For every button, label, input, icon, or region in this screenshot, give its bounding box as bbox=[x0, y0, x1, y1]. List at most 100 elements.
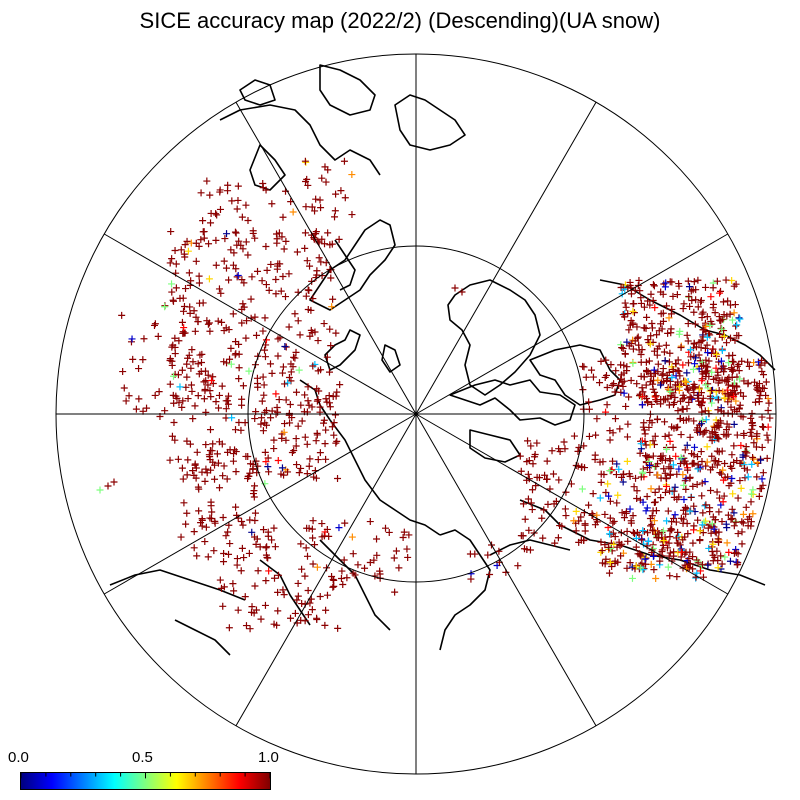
accuracy-marker bbox=[201, 385, 209, 393]
accuracy-marker bbox=[219, 513, 227, 521]
accuracy-marker bbox=[585, 405, 593, 413]
accuracy-marker bbox=[646, 340, 654, 348]
accuracy-marker bbox=[219, 602, 227, 610]
accuracy-marker bbox=[661, 469, 669, 477]
accuracy-marker bbox=[233, 241, 241, 249]
accuracy-marker bbox=[653, 351, 661, 359]
accuracy-marker bbox=[690, 352, 698, 360]
accuracy-marker bbox=[601, 541, 609, 549]
accuracy-marker bbox=[293, 461, 301, 469]
accuracy-marker bbox=[633, 334, 641, 342]
accuracy-marker bbox=[671, 483, 679, 491]
accuracy-marker bbox=[702, 517, 710, 525]
accuracy-marker bbox=[278, 233, 286, 241]
accuracy-marker bbox=[673, 573, 681, 581]
accuracy-marker bbox=[184, 456, 192, 464]
accuracy-marker bbox=[182, 520, 190, 528]
accuracy-marker bbox=[659, 527, 667, 535]
accuracy-marker bbox=[646, 301, 654, 309]
accuracy-marker bbox=[589, 490, 597, 498]
accuracy-marker bbox=[170, 419, 178, 427]
accuracy-marker bbox=[215, 438, 223, 446]
accuracy-marker bbox=[734, 560, 742, 568]
accuracy-marker bbox=[348, 533, 356, 541]
accuracy-marker bbox=[718, 447, 726, 455]
accuracy-marker bbox=[676, 372, 684, 380]
accuracy-marker bbox=[525, 526, 533, 534]
accuracy-marker bbox=[766, 414, 774, 422]
accuracy-marker bbox=[700, 361, 708, 369]
accuracy-marker bbox=[699, 394, 707, 402]
accuracy-marker bbox=[676, 383, 684, 391]
accuracy-marker bbox=[738, 518, 746, 526]
accuracy-marker bbox=[666, 387, 674, 395]
accuracy-marker bbox=[683, 405, 691, 413]
accuracy-marker bbox=[671, 511, 679, 519]
accuracy-marker bbox=[654, 360, 662, 368]
accuracy-marker bbox=[682, 416, 690, 424]
accuracy-marker bbox=[758, 423, 766, 431]
accuracy-marker bbox=[719, 388, 727, 396]
accuracy-marker bbox=[689, 565, 697, 573]
accuracy-marker bbox=[698, 492, 706, 500]
accuracy-marker bbox=[730, 420, 738, 428]
accuracy-marker bbox=[323, 525, 331, 533]
accuracy-marker bbox=[289, 208, 297, 216]
accuracy-marker bbox=[627, 340, 635, 348]
accuracy-marker bbox=[665, 552, 673, 560]
accuracy-marker bbox=[151, 320, 159, 328]
accuracy-marker bbox=[715, 494, 723, 502]
accuracy-marker bbox=[648, 520, 656, 528]
accuracy-marker bbox=[591, 521, 599, 529]
accuracy-marker bbox=[173, 394, 181, 402]
accuracy-marker bbox=[168, 343, 176, 351]
accuracy-marker bbox=[702, 416, 710, 424]
accuracy-marker bbox=[245, 549, 253, 557]
meridian-lines bbox=[56, 54, 776, 774]
accuracy-marker bbox=[320, 320, 328, 328]
accuracy-marker bbox=[715, 448, 723, 456]
meridian-line bbox=[235, 101, 417, 415]
accuracy-marker bbox=[261, 346, 269, 354]
accuracy-marker bbox=[691, 443, 699, 451]
accuracy-marker bbox=[226, 446, 234, 454]
accuracy-marker bbox=[313, 429, 321, 437]
accuracy-marker bbox=[330, 582, 338, 590]
accuracy-marker bbox=[655, 485, 663, 493]
accuracy-marker bbox=[672, 534, 680, 542]
accuracy-marker bbox=[706, 321, 714, 329]
accuracy-marker bbox=[140, 335, 148, 343]
accuracy-marker bbox=[323, 591, 331, 599]
accuracy-marker bbox=[169, 296, 177, 304]
accuracy-marker bbox=[232, 468, 240, 476]
accuracy-marker bbox=[609, 519, 617, 527]
accuracy-marker bbox=[670, 548, 678, 556]
accuracy-marker bbox=[658, 546, 666, 554]
accuracy-marker bbox=[167, 228, 175, 236]
accuracy-marker bbox=[238, 544, 246, 552]
accuracy-marker bbox=[202, 408, 210, 416]
accuracy-marker bbox=[717, 552, 725, 560]
accuracy-marker bbox=[693, 481, 701, 489]
accuracy-marker bbox=[313, 397, 321, 405]
accuracy-marker bbox=[605, 569, 613, 577]
accuracy-marker bbox=[200, 234, 208, 242]
accuracy-marker bbox=[615, 538, 623, 546]
accuracy-marker bbox=[318, 174, 326, 182]
accuracy-marker bbox=[260, 526, 268, 534]
accuracy-marker bbox=[714, 396, 722, 404]
accuracy-marker bbox=[724, 398, 732, 406]
accuracy-marker bbox=[143, 404, 151, 412]
accuracy-marker bbox=[304, 286, 312, 294]
accuracy-marker bbox=[685, 359, 693, 367]
accuracy-marker bbox=[640, 373, 648, 381]
accuracy-marker bbox=[697, 420, 705, 428]
accuracy-marker bbox=[703, 443, 711, 451]
accuracy-marker bbox=[309, 560, 317, 568]
accuracy-marker bbox=[212, 398, 220, 406]
accuracy-marker bbox=[715, 508, 723, 516]
accuracy-marker bbox=[718, 325, 726, 333]
accuracy-marker bbox=[520, 545, 528, 553]
accuracy-marker bbox=[514, 562, 522, 570]
accuracy-marker bbox=[663, 302, 671, 310]
